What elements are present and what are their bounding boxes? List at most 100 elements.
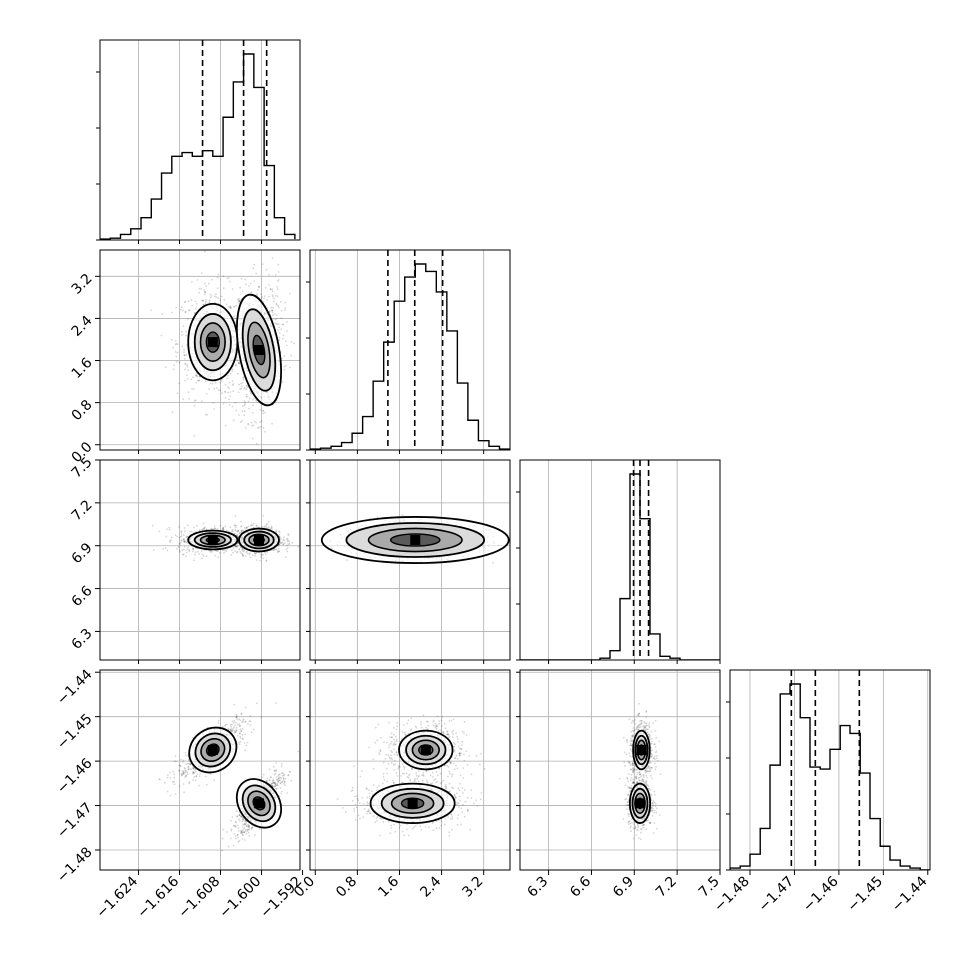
scatter-point [177,392,179,394]
scatter-point [272,257,274,259]
scatter-point [260,420,262,422]
scatter-point [274,313,276,315]
scatter-point [235,515,237,517]
scatter-point [251,425,253,427]
density-panel-3-0 [100,670,302,870]
scatter-point [218,389,220,391]
scatter-point [208,283,210,285]
scatter-point [153,549,155,551]
scatter-point [243,453,245,455]
scatter-point [215,293,217,295]
scatter-point [246,550,248,552]
scatter-point [260,554,262,556]
scatter-point [238,392,240,394]
scatter-point [264,431,266,433]
scatter-point [250,556,252,558]
scatter-point [191,531,193,533]
scatter-point [283,543,285,545]
scatter-point [233,383,235,385]
scatter-point [192,376,194,378]
scatter-point [265,553,267,555]
scatter-point [237,359,239,361]
scatter-point [234,550,236,552]
scatter-point [253,523,255,525]
scatter-point [181,550,183,552]
scatter-point [150,309,152,311]
scatter-point [244,734,246,736]
scatter-point [195,771,197,773]
scatter-point [173,771,175,773]
scatter-point [174,777,176,779]
scatter-point [242,728,244,730]
scatter-point [234,533,236,535]
scatter-point [237,551,239,553]
scatter-point [213,402,215,404]
scatter-point [275,529,277,531]
scatter-point [228,277,230,279]
scatter-point [272,294,274,296]
scatter-point [206,393,208,395]
scatter-point [179,785,181,787]
scatter-point [283,355,285,357]
scatter-point [171,537,173,539]
scatter-point [217,287,219,289]
scatter-point [170,795,172,797]
scatter-point [240,728,242,730]
scatter-point [223,403,225,405]
scatter-point [181,331,183,333]
scatter-point [273,300,275,302]
scatter-point [492,562,494,564]
scatter-point [265,526,267,528]
scatter-point [248,721,250,723]
scatter-point [205,380,207,382]
scatter-point [245,555,247,557]
scatter-point [257,289,259,291]
histogram-line [100,54,295,240]
scatter-point [183,539,185,541]
scatter-point [193,388,195,390]
scatter-point [275,274,277,276]
scatter-point [228,399,230,401]
scatter-point [232,390,234,392]
scatter-point [278,279,280,281]
scatter-point [232,288,234,290]
scatter-point [210,773,212,775]
scatter-point [185,755,187,757]
scatter-point [184,301,186,303]
scatter-point [276,318,278,320]
scatter-point [184,358,186,360]
scatter-point [218,722,220,724]
scatter-point [173,774,175,776]
scatter-point [223,550,225,552]
scatter-point [283,536,285,538]
density-peak [208,535,218,545]
scatter-point [172,781,174,783]
scatter-point [245,745,247,747]
scatter-point [253,728,255,730]
scatter-point [173,365,175,367]
scatter-point [285,340,287,342]
scatter-point [152,525,154,527]
scatter-point [260,293,262,295]
scatter-point [249,715,251,717]
scatter-point [282,381,284,383]
scatter-point [244,742,246,744]
scatter-point [210,294,212,296]
scatter-point [291,341,293,343]
density-peak [208,337,218,347]
scatter-point [233,722,235,724]
scatter-point [279,332,281,334]
scatter-point [187,369,189,371]
scatter-point [186,364,188,366]
scatter-point [238,384,240,386]
scatter-point [212,383,214,385]
scatter-point [223,529,225,531]
scatter-point [174,761,176,763]
scatter-point [266,524,268,526]
scatter-point [181,533,183,535]
scatter-point [238,548,240,550]
scatter-point [272,310,274,312]
scatter-point [282,324,284,326]
scatter-point [265,287,267,289]
